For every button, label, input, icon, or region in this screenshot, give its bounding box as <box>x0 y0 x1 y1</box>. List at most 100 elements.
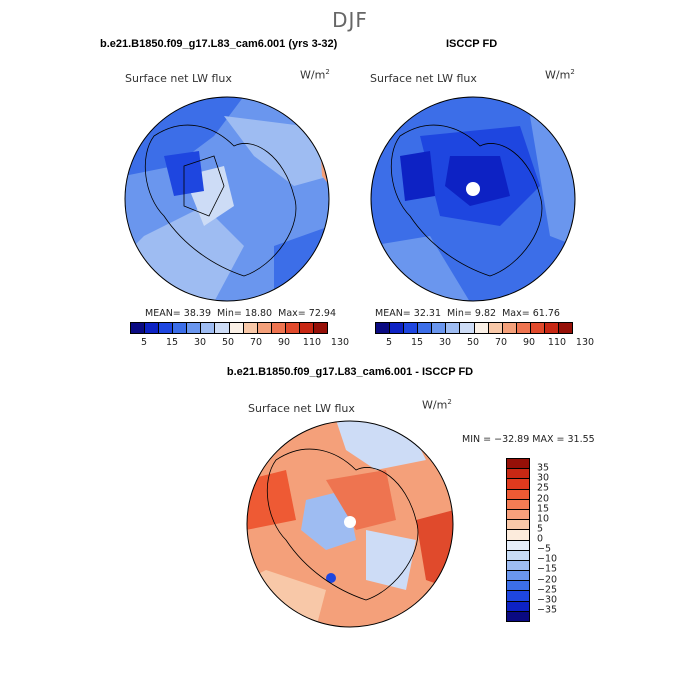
colorbar-tick-label: 20 <box>537 493 550 504</box>
colorbar-tick-label: 30 <box>438 337 452 348</box>
colorbar-tick-label: 5 <box>140 337 148 348</box>
colorbar-swatch <box>404 323 419 333</box>
map-region <box>247 470 296 530</box>
colorbar-tick-label: 35 <box>537 462 550 474</box>
diff-colorbar <box>506 458 530 622</box>
colorbar-swatch <box>507 509 529 521</box>
colorbar-swatch <box>507 611 529 621</box>
colorbar-tick-label: 5 <box>385 337 393 348</box>
colorbar-swatch <box>507 530 529 541</box>
map-border <box>370 96 576 302</box>
diff-panel-units: W/m2 <box>422 398 452 412</box>
panel-1-title: b.e21.B1850.f09_g17.L83_cam6.001 (yrs 3-… <box>100 38 338 50</box>
panel-1-map <box>124 96 330 302</box>
map-border <box>246 420 454 628</box>
figure-title: DJF <box>332 8 368 32</box>
colorbar-swatch <box>507 469 529 480</box>
colorbar-swatch <box>271 323 286 333</box>
colorbar-swatch <box>460 323 475 333</box>
colorbar-swatch <box>299 323 315 333</box>
colorbar-swatch <box>507 540 529 551</box>
panel-2-colorbar-ticks: 5 15 30 50 70 90 110 130 <box>375 337 594 349</box>
colorbar-tick-label: −15 <box>537 563 558 575</box>
map-region <box>234 191 274 246</box>
colorbar-swatch <box>187 323 202 333</box>
panel-2-units: W/m2 <box>545 68 575 82</box>
colorbar-tick-label: 5 <box>537 523 544 535</box>
colorbar-tick-label: −20 <box>537 574 558 585</box>
colorbar-tick-label: 25 <box>537 482 550 494</box>
panel-1-colorbar-ticks: 5 15 30 50 70 90 110 130 <box>130 337 349 349</box>
colorbar-swatch <box>418 323 433 333</box>
colorbar-swatch <box>544 323 560 333</box>
colorbar-tick-label: 110 <box>547 337 567 348</box>
colorbar-swatch <box>559 323 573 333</box>
colorbar-swatch <box>215 323 230 333</box>
colorbar-swatch <box>507 560 529 572</box>
colorbar-tick-label: 0 <box>537 533 544 545</box>
colorbar-swatch <box>507 581 529 592</box>
colorbar-swatch <box>507 571 529 582</box>
colorbar-swatch <box>285 323 300 333</box>
panel-1-variable: Surface net LW flux <box>125 72 232 85</box>
colorbar-tick-label: 15 <box>410 337 424 348</box>
colorbar-tick-label: −35 <box>537 604 558 616</box>
pole-hole <box>466 182 480 196</box>
colorbar-tick-label: 130 <box>330 337 350 348</box>
diff-panel-variable: Surface net LW flux <box>248 402 355 415</box>
colorbar-tick-label: 10 <box>537 513 550 525</box>
colorbar-swatch <box>131 323 146 333</box>
panel-1-colorbar <box>130 322 328 334</box>
colorbar-swatch <box>432 323 447 333</box>
colorbar-tick-label: −10 <box>537 553 558 565</box>
colorbar-swatch <box>257 323 272 333</box>
colorbar-swatch <box>201 323 216 333</box>
colorbar-tick-label: 50 <box>466 337 480 348</box>
coastline <box>266 448 419 601</box>
panel-2-variable: Surface net LW flux <box>370 72 477 85</box>
map-border <box>124 96 330 302</box>
diff-panel-title: b.e21.B1850.f09_g17.L83_cam6.001 - ISCCP… <box>226 366 474 378</box>
colorbar-swatch <box>507 459 529 470</box>
colorbar-tick-label: 30 <box>193 337 207 348</box>
colorbar-tick-label: 70 <box>249 337 263 348</box>
panel-2-stats: MEAN= 32.31 Min= 9.82 Max= 61.76 <box>375 308 560 319</box>
colorbar-swatch <box>502 323 517 333</box>
map-region <box>400 151 435 201</box>
colorbar-swatch <box>507 499 529 510</box>
colorbar-swatch <box>474 323 489 333</box>
diff-panel-map <box>246 420 454 628</box>
colorbar-swatch <box>376 323 391 333</box>
map-region <box>366 530 416 590</box>
colorbar-tick-label: −25 <box>537 584 558 596</box>
colorbar-tick-label: −30 <box>537 594 558 606</box>
colorbar-swatch <box>530 323 545 333</box>
colorbar-swatch <box>314 323 328 333</box>
colorbar-swatch <box>446 323 461 333</box>
colorbar-tick-label: −5 <box>537 543 552 555</box>
colorbar-swatch <box>243 323 258 333</box>
panel-2-colorbar <box>375 322 573 334</box>
map-region <box>326 470 396 530</box>
colorbar-swatch <box>507 591 529 602</box>
diff-colorbar-ticks: 35 30 25 20 15 10 5 0 −5 −10 −15 −20 −25 −30 −35 <box>537 458 577 620</box>
colorbar-swatch <box>159 323 174 333</box>
colorbar-tick-label: 90 <box>277 337 291 348</box>
coastline <box>144 124 297 277</box>
colorbar-tick-label: 30 <box>537 472 550 484</box>
colorbar-swatch <box>488 323 503 333</box>
colorbar-swatch <box>507 550 529 561</box>
panel-1-units: W/m2 <box>300 68 330 82</box>
colorbar-tick-label: 50 <box>221 337 235 348</box>
panel-2-map <box>370 96 576 302</box>
map-region <box>445 156 510 206</box>
colorbar-swatch <box>390 323 405 333</box>
colorbar-swatch <box>507 489 529 500</box>
colorbar-tick-label: 130 <box>575 337 595 348</box>
colorbar-tick-label: 110 <box>302 337 322 348</box>
colorbar-swatch <box>516 323 531 333</box>
pole-hole <box>344 516 356 528</box>
coastline <box>183 155 225 217</box>
colorbar-swatch <box>145 323 160 333</box>
panel-1-stats: MEAN= 38.39 Min= 18.80 Max= 72.94 <box>145 308 336 319</box>
